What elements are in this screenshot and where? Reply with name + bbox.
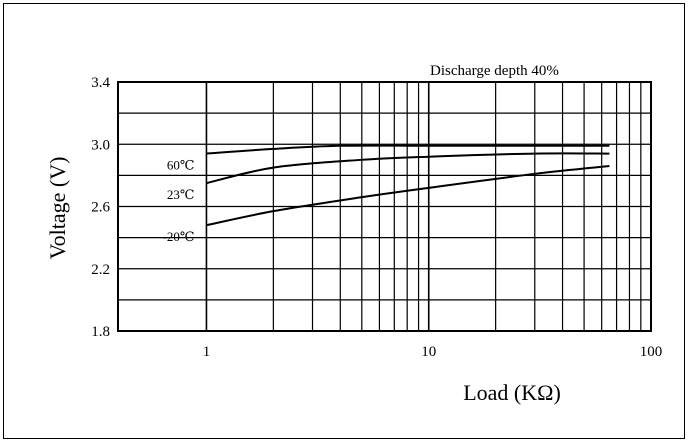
series-lines — [206, 144, 610, 227]
x-tick-label: 10 — [421, 344, 436, 360]
y-tick-label: 3.0 — [91, 137, 110, 153]
grid — [118, 81, 651, 332]
y-tick-labels: 1.8 2.2 2.6 3.0 3.4 — [91, 75, 110, 340]
y-axis-label: Voltage (V) — [45, 157, 70, 260]
annotation-discharge-depth: Discharge depth 40% — [430, 63, 559, 79]
y-tick-label: 1.8 — [91, 324, 110, 340]
series-label: 23℃ — [167, 187, 195, 202]
series-label: 60℃ — [167, 158, 195, 173]
x-axis-label: Load (KΩ) — [463, 380, 561, 405]
y-tick-label: 2.6 — [91, 200, 110, 216]
y-tick-label: 3.4 — [91, 75, 110, 91]
plot-border — [117, 81, 652, 332]
series-line — [206, 144, 610, 155]
y-tick-label: 2.2 — [91, 262, 110, 278]
x-tick-label: 100 — [640, 344, 663, 360]
series-line — [206, 165, 610, 227]
x-tick-labels: 1 10 100 — [203, 344, 663, 360]
series-line — [206, 152, 610, 185]
series-label: -20℃ — [163, 229, 195, 244]
x-tick-label: 1 — [203, 344, 211, 360]
chart-frame — [3, 3, 685, 439]
series-labels: 60℃ 23℃ -20℃ — [163, 158, 195, 245]
